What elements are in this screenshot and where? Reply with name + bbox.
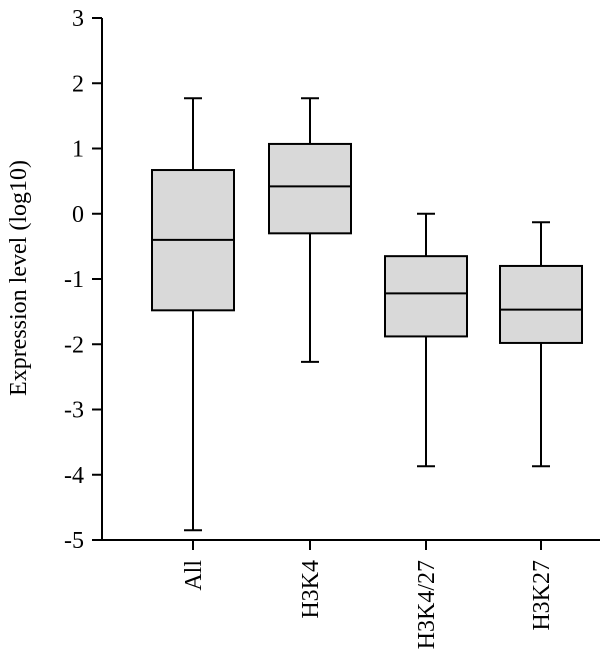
box-2 (384, 212, 468, 468)
y-tick-label: 2 (72, 71, 84, 97)
y-tick-label: 3 (72, 6, 84, 32)
category-label: H3K27 (529, 560, 555, 631)
boxes-group (151, 97, 583, 532)
category-label: H3K4 (298, 560, 324, 619)
y-tick-label: -5 (64, 528, 84, 554)
y-tick-label: 0 (72, 202, 84, 228)
interquartile-box (268, 142, 352, 235)
y-tick-label: -2 (64, 332, 84, 358)
y-axis-label: Expression level (log10) (6, 160, 32, 396)
box-3 (499, 221, 583, 468)
interquartile-box (499, 264, 583, 344)
y-axis: 3 2 1 0 -1 -2 -3 -4 -5 (64, 6, 103, 554)
y-tick-label: -4 (64, 463, 84, 489)
y-tick-label: -1 (64, 267, 84, 293)
interquartile-box (384, 255, 468, 338)
category-label: All (181, 560, 207, 591)
x-axis (102, 539, 600, 550)
category-label: H3K4/27 (414, 560, 440, 649)
y-tick-label: 1 (72, 137, 84, 163)
box-0 (151, 97, 235, 532)
box-1 (268, 97, 352, 363)
category-labels: All H3K4 H3K4/27 H3K27 (181, 560, 555, 650)
y-tick-label: -3 (64, 398, 84, 424)
